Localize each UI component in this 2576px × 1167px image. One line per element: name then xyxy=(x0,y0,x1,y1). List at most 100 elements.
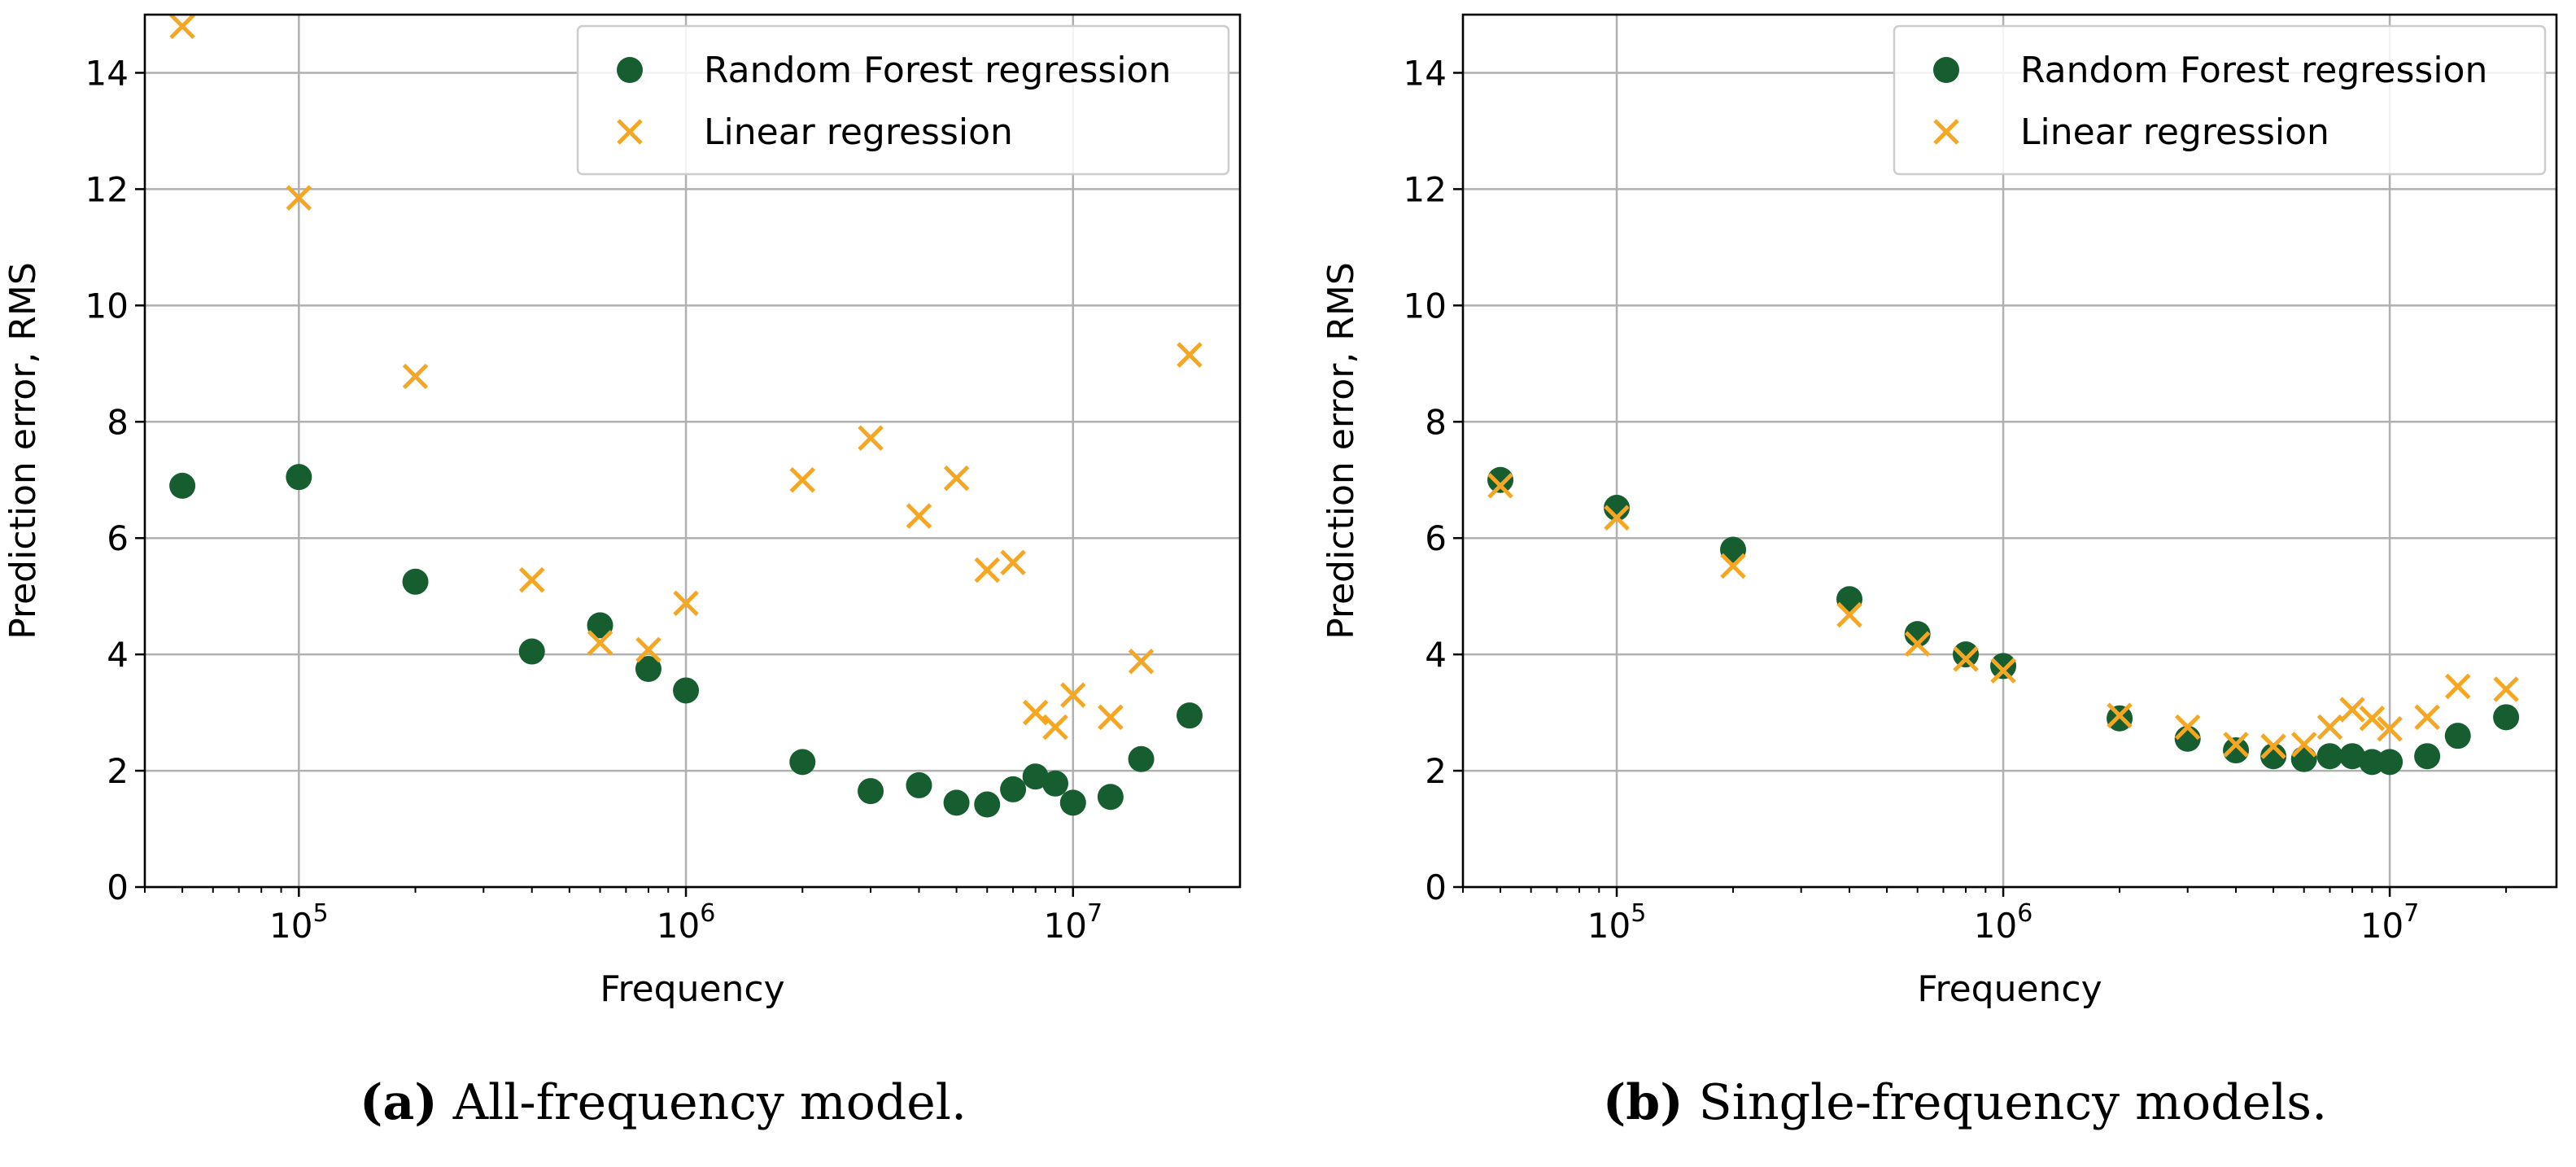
legend-label-linear: Linear regression xyxy=(704,111,1013,153)
y-tick-label: 4 xyxy=(107,635,129,675)
legend-label-random-forest: Random Forest regression xyxy=(2020,50,2487,91)
data-point-circle xyxy=(635,656,661,682)
data-point-circle xyxy=(943,789,970,816)
axes-frame xyxy=(1461,13,2558,889)
data-point-x xyxy=(2359,705,2386,732)
y-tick-label: 12 xyxy=(85,169,129,209)
data-point-circle xyxy=(906,771,932,798)
data-point-x xyxy=(1000,549,1026,575)
data-point-circle xyxy=(2493,704,2520,731)
y-tick-label: 14 xyxy=(1404,53,1447,93)
data-point-x xyxy=(2260,733,2286,759)
series-linear xyxy=(169,13,1203,741)
x-tick-label: 107 xyxy=(1044,899,1103,946)
data-point-x xyxy=(1098,704,1124,731)
y-tick-label: 2 xyxy=(107,751,129,791)
data-point-circle xyxy=(974,791,1001,818)
y-tick-label: 6 xyxy=(1425,518,1447,558)
data-point-x xyxy=(2107,702,2133,728)
legend-marker-random-forest xyxy=(617,57,643,83)
caption-text: Single-frequency models. xyxy=(1683,1074,2328,1131)
data-point-x xyxy=(1720,553,1746,579)
data-point-x xyxy=(1904,631,1931,658)
data-point-x xyxy=(1042,714,1068,741)
data-point-x xyxy=(789,466,816,493)
data-point-circle xyxy=(2444,723,2471,750)
x-tick-label: 106 xyxy=(657,899,716,946)
data-point-x xyxy=(1953,646,1979,672)
data-point-x xyxy=(1604,505,1630,531)
series-linear xyxy=(1487,473,2519,759)
data-point-circle xyxy=(1042,770,1069,797)
axes-frame xyxy=(143,13,1242,889)
data-point-circle xyxy=(1904,621,1931,648)
data-point-x xyxy=(2444,673,2471,700)
data-point-x xyxy=(2290,732,2317,758)
data-point-x xyxy=(2316,714,2343,741)
legend-x xyxy=(617,119,643,145)
y-tick-label: 0 xyxy=(107,868,129,907)
data-point-x xyxy=(518,566,545,593)
panel-b: 0 2 4 6 8 10 12 14 105 106 107 Frequency Predictio… xyxy=(1321,13,2558,1131)
data-point-circle xyxy=(587,612,613,639)
y-tick-label: 10 xyxy=(1404,286,1447,326)
legend-box xyxy=(1893,24,2547,176)
data-point-x xyxy=(635,636,661,663)
data-point-x xyxy=(402,363,429,390)
x-axis-label: Frequency xyxy=(1917,968,2102,1010)
data-point-circle xyxy=(1487,466,1514,493)
legend-circle xyxy=(1933,57,1959,83)
panel-a: 0 2 4 6 8 10 12 14 105 106 107 Frequency Predictio… xyxy=(2,13,1242,1131)
data-point-x xyxy=(1022,699,1049,726)
legend: Random Forest regression Linear regressi… xyxy=(1893,24,2547,176)
y-tick-label: 12 xyxy=(1404,169,1447,209)
panel-caption: (b) Single-frequency models. xyxy=(1603,1074,2327,1131)
data-point-circle xyxy=(402,568,429,595)
data-point-x xyxy=(1177,342,1203,368)
y-tick-label: 14 xyxy=(85,53,129,93)
legend-marker-random-forest xyxy=(1933,57,1959,83)
data-point-circle xyxy=(858,778,884,805)
data-point-circle xyxy=(2414,743,2441,770)
legend-x xyxy=(1933,119,1959,145)
data-point-circle xyxy=(2260,743,2287,770)
data-point-circle xyxy=(1128,745,1155,772)
y-axis-label: Prediction error, RMS xyxy=(2,262,44,640)
data-point-circle xyxy=(2339,743,2366,770)
data-point-x xyxy=(1487,473,1513,499)
series-random-forest xyxy=(169,464,1203,818)
data-point-x xyxy=(1836,601,1862,628)
data-point-x xyxy=(858,425,884,452)
data-point-circle xyxy=(2223,737,2250,764)
legend-marker-linear xyxy=(1933,119,1959,145)
data-point-circle xyxy=(2107,705,2133,732)
y-tick-label: 0 xyxy=(1425,868,1447,907)
data-point-circle xyxy=(1059,789,1086,816)
data-point-x xyxy=(1128,648,1155,675)
y-tick-label: 8 xyxy=(107,402,129,442)
data-point-circle xyxy=(1720,536,1747,563)
data-point-circle xyxy=(518,638,545,665)
data-point-x xyxy=(1060,682,1086,708)
data-point-circle xyxy=(1176,702,1203,729)
data-point-x xyxy=(2339,697,2365,723)
data-point-circle xyxy=(1953,641,1980,668)
y-tick-label: 6 xyxy=(107,518,129,558)
data-point-x xyxy=(2174,714,2201,741)
data-point-circle xyxy=(2377,749,2404,776)
data-point-x xyxy=(2414,704,2440,731)
data-point-circle xyxy=(1990,653,2017,680)
data-point-circle xyxy=(1022,763,1049,790)
data-point-circle xyxy=(789,749,816,776)
legend-label-random-forest: Random Forest regression xyxy=(704,50,1171,91)
x-tick-label: 106 xyxy=(1974,899,2033,946)
data-point-x xyxy=(906,503,932,529)
caption-text: All-frequency model. xyxy=(438,1074,967,1131)
data-point-x xyxy=(1990,658,2016,684)
data-point-x xyxy=(169,13,195,40)
y-tick-label: 8 xyxy=(1425,402,1447,442)
data-point-circle xyxy=(169,472,196,499)
legend-label-linear: Linear regression xyxy=(2020,111,2329,153)
data-point-x xyxy=(2377,715,2403,742)
data-point-circle xyxy=(1097,784,1124,811)
